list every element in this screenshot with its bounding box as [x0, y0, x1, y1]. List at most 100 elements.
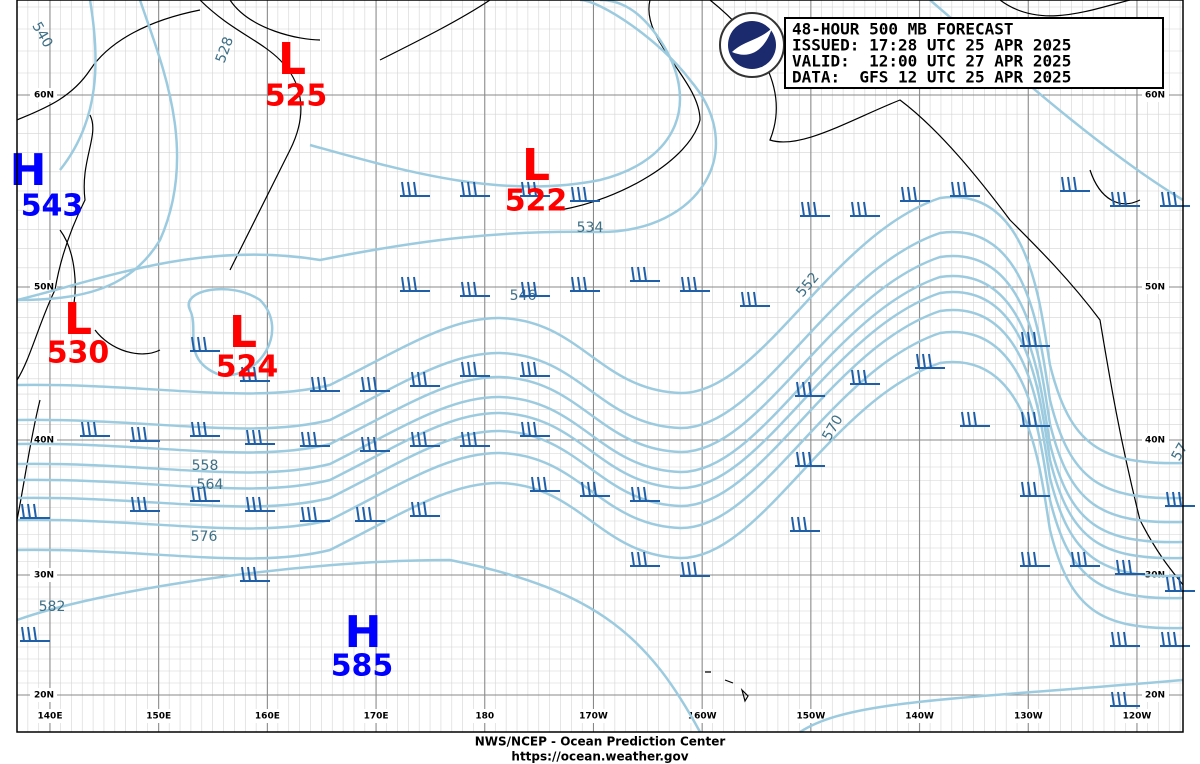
barb-feather — [258, 496, 262, 512]
wind-barb — [1110, 631, 1140, 647]
contour — [16, 558, 702, 733]
coast-detail — [999, 0, 1141, 205]
barb-feather — [143, 426, 147, 442]
wind-barb — [130, 496, 160, 512]
barb-feather — [901, 186, 905, 202]
barb-feather — [527, 281, 531, 297]
wind-barb — [1020, 481, 1050, 497]
lat-label-box — [30, 688, 57, 702]
barb-feather — [1123, 191, 1127, 207]
wind-barb — [800, 201, 830, 217]
barb-feather — [203, 421, 207, 437]
lon-label: 160W — [688, 712, 717, 722]
wind-barb — [850, 369, 880, 385]
barb-feather — [197, 336, 201, 352]
barb-feather — [1122, 559, 1126, 575]
header-issued: ISSUED: 17:28 UTC 25 APR 2025 — [792, 36, 1071, 55]
contour — [16, 360, 1184, 630]
barb-feather — [521, 361, 525, 377]
barb-feather — [252, 496, 256, 512]
barb-feather — [1161, 191, 1165, 207]
barb-feather — [1033, 481, 1037, 497]
barb-feather — [473, 181, 477, 197]
barb-feather — [411, 501, 415, 517]
barb-feather — [467, 181, 471, 197]
barb-feather — [313, 431, 317, 447]
barb-feather — [643, 486, 647, 502]
center-symbol: H — [10, 145, 47, 196]
wind-barb — [960, 411, 990, 427]
barb-feather — [21, 626, 25, 642]
lat-label-box — [1142, 88, 1169, 102]
barb-feather — [543, 476, 547, 492]
barb-feather — [802, 451, 806, 467]
wind-barb — [1020, 551, 1050, 567]
barb-feather — [1123, 691, 1127, 707]
barb-feather — [571, 276, 575, 292]
lat-label-box — [1142, 688, 1169, 702]
barb-feather — [246, 429, 250, 445]
barb-feather — [1021, 331, 1025, 347]
barb-feather — [951, 181, 955, 197]
barb-feather — [527, 181, 531, 197]
barb-feather — [1021, 411, 1025, 427]
barb-feather — [301, 431, 305, 447]
center-symbol: L — [522, 140, 550, 191]
barb-feather — [1173, 631, 1177, 647]
center-value: 530 — [47, 336, 110, 371]
barb-feather — [577, 186, 581, 202]
barb-feather — [473, 431, 477, 447]
barb-feather — [1033, 411, 1037, 427]
barb-feather — [747, 291, 751, 307]
header-data: DATA: GFS 12 UTC 25 APR 2025 — [792, 68, 1071, 87]
contour — [799, 678, 1184, 734]
barb-feather — [1117, 691, 1121, 707]
wind-barb — [355, 506, 385, 522]
barb-feather — [1061, 176, 1065, 192]
barb-feather — [461, 361, 465, 377]
barb-feather — [33, 503, 37, 519]
wind-barb — [580, 481, 610, 497]
barb-feather — [693, 561, 697, 577]
japan-coast — [16, 229, 161, 521]
wind-barb — [460, 431, 490, 447]
wind-barb — [245, 429, 275, 445]
lon-label-box — [359, 709, 394, 723]
lon-label: 160E — [255, 712, 280, 722]
barb-feather — [407, 276, 411, 292]
barb-feather — [191, 336, 195, 352]
barb-feather — [1073, 176, 1077, 192]
barb-feather — [521, 421, 525, 437]
lat-label: 40N — [1145, 436, 1165, 446]
wind-barb — [1165, 491, 1195, 507]
wind-barb — [630, 266, 660, 282]
barb-feather — [423, 501, 427, 517]
barb-feather — [631, 551, 635, 567]
barb-feather — [1083, 551, 1087, 567]
barb-feather — [473, 361, 477, 377]
barb-feather — [593, 481, 597, 497]
map-frame — [16, 0, 1184, 733]
barb-feather — [203, 486, 207, 502]
barb-feather — [301, 506, 305, 522]
barb-feather — [407, 181, 411, 197]
wind-barb — [630, 486, 660, 502]
barb-feather — [33, 626, 37, 642]
barb-feather — [307, 506, 311, 522]
wind-barb — [1160, 191, 1190, 207]
barb-feather — [1067, 176, 1071, 192]
wind-barb — [190, 486, 220, 502]
barb-feather — [802, 381, 806, 397]
barb-feather — [577, 276, 581, 292]
lon-label-box — [793, 709, 828, 723]
wind-barb — [310, 376, 340, 392]
lon-label-box — [467, 709, 502, 723]
barb-feather — [417, 371, 421, 387]
barb-feather — [808, 381, 812, 397]
wind-barb — [130, 426, 160, 442]
lon-label: 170E — [364, 712, 389, 722]
header-valid: VALID: 12:00 UTC 27 APR 2025 — [792, 52, 1071, 71]
contour-label: 534 — [577, 220, 604, 236]
barb-feather — [851, 369, 855, 385]
